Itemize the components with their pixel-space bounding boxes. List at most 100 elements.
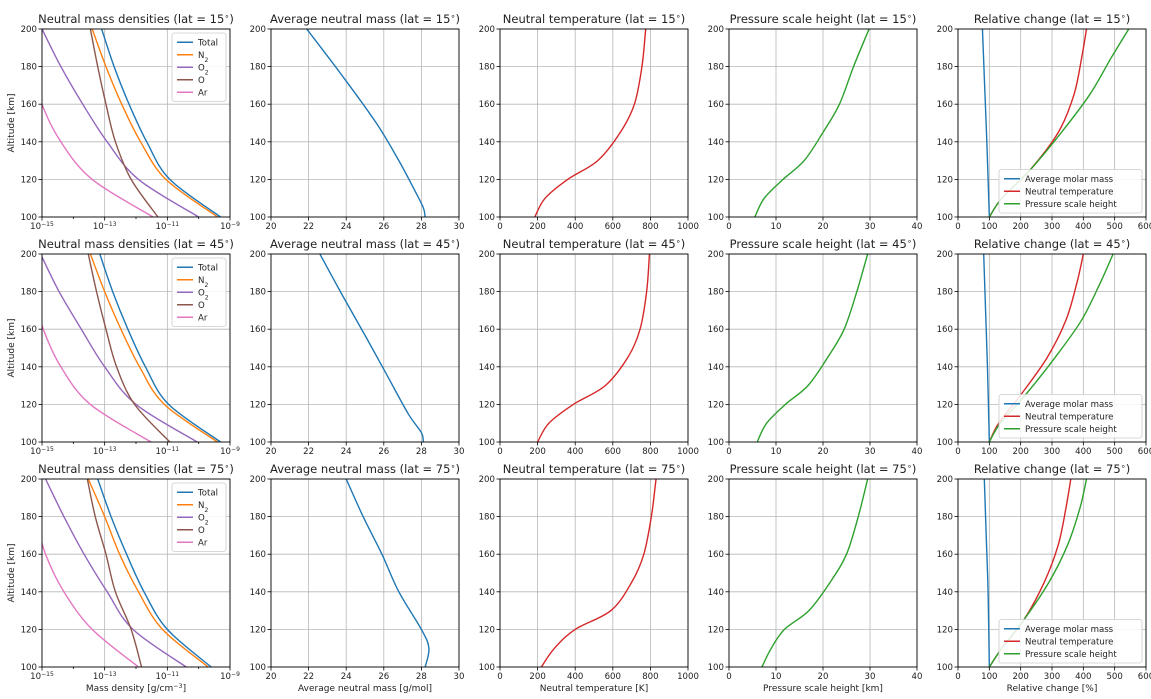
series-group — [756, 254, 869, 442]
x-tick-label: 20 — [266, 447, 277, 457]
grid — [728, 253, 918, 443]
legend-label: Pressure scale height — [1025, 425, 1117, 435]
y-tick-label: 120 — [479, 175, 495, 185]
y-tick-label: 100 — [708, 663, 724, 673]
x-tick-label: 10−13 — [93, 221, 117, 233]
y-tick-label: 120 — [479, 400, 495, 410]
x-tick-label: 500 — [1106, 447, 1122, 457]
y-tick-label: 140 — [708, 588, 724, 598]
legend-label: Ar — [198, 538, 208, 548]
y-axis-label: Altitude [km] — [7, 318, 17, 377]
legend: Average molar mass Neutral temperature Pre… — [998, 169, 1143, 214]
x-tick-label: 1000 — [677, 672, 699, 682]
y-tick-label: 160 — [250, 325, 266, 335]
panel-title: Neutral mass densities (lat = 15∘) — [38, 12, 234, 27]
series-line-n-2 — [91, 29, 218, 217]
legend-label: Total — [197, 38, 218, 48]
y-tick-label: 200 — [479, 475, 495, 485]
y-tick-label: 200 — [21, 475, 37, 485]
x-tick-label: 0 — [955, 447, 960, 457]
ticks — [954, 28, 1147, 221]
x-tick-label: 200 — [529, 447, 545, 457]
x-tick-label: 800 — [642, 672, 658, 682]
panel-temperature-lat-15: 0 200 400 600 800 1000 100 120 140 160 180 200 Neutr… — [479, 12, 699, 233]
x-tick-label: 200 — [529, 672, 545, 682]
series-line-average-neutral-mass — [306, 29, 426, 217]
panel-temperature-lat-75: 0 200 400 600 800 1000 100 120 140 160 180 200 Neutr… — [479, 462, 699, 695]
grid — [728, 478, 918, 668]
y-tick-label: 120 — [708, 625, 724, 635]
ticks — [725, 253, 918, 446]
y-tick-label: 200 — [479, 250, 495, 260]
y-tick-label: 100 — [21, 663, 37, 673]
axes-frame — [270, 28, 460, 218]
y-tick-label: 100 — [937, 438, 953, 448]
ticks — [267, 253, 460, 446]
legend-label: O2 — [198, 513, 209, 526]
ticks — [496, 478, 689, 671]
x-tick-label: 10 — [771, 447, 782, 457]
x-tick-label: 10−15 — [30, 446, 54, 458]
x-tick-label: 100 — [981, 222, 997, 232]
series-line-o-2 — [42, 29, 200, 217]
x-tick-label: 10 — [771, 672, 782, 682]
legend-label: Ar — [198, 313, 208, 323]
series-line-pressure-scale-height — [761, 479, 869, 667]
series-line-average-neutral-mass — [345, 479, 430, 667]
grid — [270, 478, 460, 668]
y-tick-label: 180 — [21, 513, 37, 523]
y-tick-label: 140 — [21, 138, 37, 148]
x-tick-label: 0 — [726, 672, 731, 682]
y-tick-label: 180 — [21, 63, 37, 73]
x-tick-label: 400 — [567, 672, 583, 682]
y-tick-label: 160 — [708, 100, 724, 110]
panel-density-lat-75: 10−15 10−13 10−11 10−9 100 120 140 160 180 200Neu… — [7, 462, 240, 695]
x-tick-label: 10−13 — [93, 671, 117, 683]
legend-label: Average molar mass — [1025, 625, 1114, 635]
x-tick-label: 0 — [955, 672, 960, 682]
y-tick-label: 120 — [937, 625, 953, 635]
y-tick-label: 200 — [250, 250, 266, 260]
y-tick-label: 100 — [479, 213, 495, 223]
series-line-ar — [42, 323, 152, 442]
y-tick-label: 180 — [21, 288, 37, 298]
legend-box — [998, 619, 1143, 664]
panel-title: Pressure scale height (lat = 45∘) — [730, 237, 917, 252]
x-tick-label: 26 — [378, 222, 389, 232]
series-line-total — [100, 29, 221, 217]
x-tick-label: 26 — [378, 672, 389, 682]
x-tick-label: 500 — [1106, 222, 1122, 232]
y-tick-label: 160 — [937, 325, 953, 335]
y-tick-label: 160 — [479, 550, 495, 560]
panel-mass-lat-45: 20 22 24 26 28 30 100 120 140 160 180 200 Average ne… — [250, 237, 465, 458]
x-tick-label: 0 — [955, 222, 960, 232]
y-tick-label: 180 — [479, 288, 495, 298]
y-tick-label: 200 — [250, 25, 266, 35]
x-tick-label: 22 — [303, 672, 314, 682]
x-tick-label: 0 — [497, 447, 502, 457]
panel-scaleheight-lat-15: 0 10 20 30 40 100 120 140 160 180 200 Pressure scal… — [708, 12, 923, 233]
x-tick-label: 400 — [1075, 672, 1091, 682]
y-tick-label: 140 — [708, 363, 724, 373]
legend-label: O — [198, 301, 205, 311]
y-tick-label: 200 — [21, 250, 37, 260]
panel-density-lat-45: 10−15 10−13 10−11 10−9 100 120 140 160 180 200Neu… — [7, 237, 240, 458]
ticks — [954, 478, 1147, 671]
series-group — [306, 29, 426, 217]
series-line-neutral-temperature — [534, 29, 647, 217]
y-tick-label: 120 — [708, 175, 724, 185]
x-tick-label: 22 — [303, 222, 314, 232]
x-tick-label: 300 — [1044, 447, 1060, 457]
y-tick-label: 140 — [708, 138, 724, 148]
series-group — [42, 479, 212, 667]
y-tick-label: 120 — [21, 625, 37, 635]
y-tick-label: 200 — [708, 250, 724, 260]
series-group — [319, 254, 424, 442]
series-group — [534, 29, 647, 217]
panel-title: Neutral mass densities (lat = 45∘) — [38, 237, 234, 252]
y-tick-label: 120 — [937, 175, 953, 185]
legend-label: Average molar mass — [1025, 175, 1114, 185]
legend-label: Neutral temperature — [1025, 412, 1113, 422]
panel-title: Average neutral mass (lat = 75∘) — [270, 462, 460, 477]
